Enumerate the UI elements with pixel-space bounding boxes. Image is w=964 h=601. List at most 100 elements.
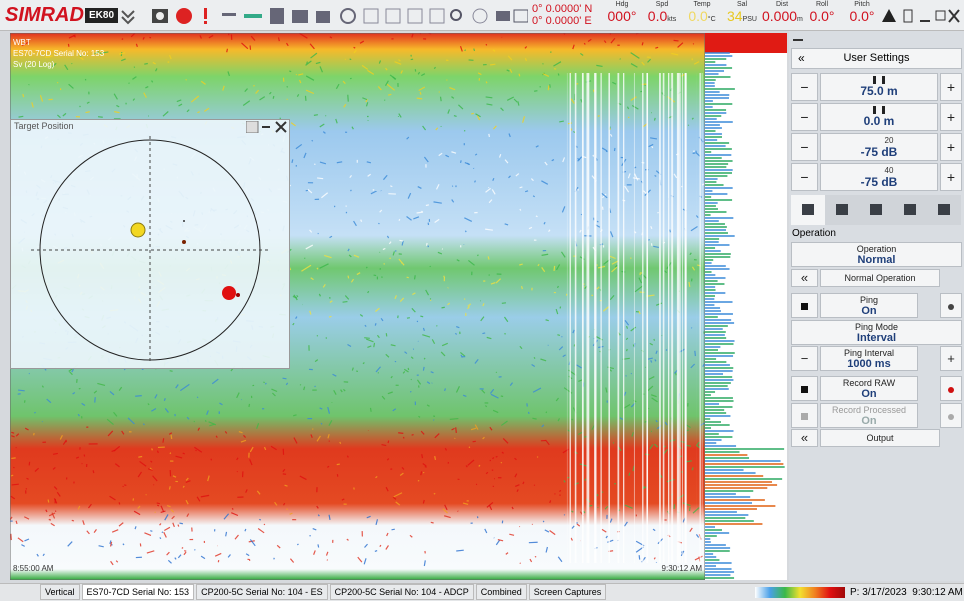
icon[interactable] — [204, 8, 207, 19]
mode-label: Sv (20 Log) — [13, 60, 55, 69]
right-button[interactable] — [940, 376, 962, 401]
setting-value[interactable]: 40 -75 dB — [820, 163, 938, 191]
tab[interactable]: Screen Captures — [528, 584, 607, 600]
echo-sample — [422, 463, 427, 467]
echo-sample — [249, 446, 254, 453]
echo-sample — [437, 251, 443, 255]
tab[interactable]: CP200-5C Serial No: 104 - ES — [196, 584, 328, 600]
echo-sample — [685, 444, 692, 447]
panel-handle — [793, 31, 803, 41]
left-button[interactable]: « — [791, 429, 818, 447]
echo-sample — [124, 484, 127, 487]
echo-sample — [385, 545, 389, 550]
echo-sample — [178, 103, 183, 107]
pin-button[interactable] — [246, 121, 259, 133]
decrease-button[interactable]: − — [791, 133, 818, 161]
decrease-button[interactable]: − — [791, 163, 818, 191]
panel-tab[interactable] — [893, 195, 927, 225]
panel-tab[interactable] — [859, 195, 893, 225]
echo-sample — [509, 68, 513, 73]
setting-button[interactable]: Output — [820, 429, 940, 447]
setting-button[interactable]: Operation Normal — [791, 242, 962, 267]
target — [130, 222, 146, 238]
close[interactable] — [948, 9, 960, 23]
decrease-button[interactable]: − — [791, 103, 818, 131]
echo-sample — [81, 402, 86, 406]
panel-tab[interactable] — [791, 195, 825, 225]
echo-sample — [174, 557, 177, 560]
left-button[interactable]: « — [791, 269, 818, 287]
echo-sample — [329, 36, 333, 39]
right-button[interactable]: + — [940, 346, 962, 371]
echo-sample — [77, 413, 80, 417]
setting-button[interactable]: Record RAW On — [820, 376, 918, 401]
right-button[interactable] — [940, 403, 962, 428]
echo-sample — [34, 411, 36, 414]
tab[interactable]: CP200-5C Serial No: 104 - ADCP — [329, 584, 474, 600]
decrease-button[interactable]: − — [791, 73, 818, 101]
increase-button[interactable]: + — [940, 103, 962, 131]
setting-button[interactable]: Normal Operation — [820, 269, 940, 287]
increase-button[interactable]: + — [940, 73, 962, 101]
icon-group[interactable] — [222, 8, 528, 24]
setting-value[interactable]: 0.0 m — [820, 103, 938, 131]
echo-sample — [115, 560, 119, 563]
icon[interactable] — [176, 8, 192, 24]
echo-sample — [630, 63, 638, 68]
help-icon[interactable] — [903, 9, 913, 23]
echo-sample — [387, 93, 392, 96]
echo-sample — [67, 541, 73, 547]
echo-sample — [422, 366, 425, 371]
right-button[interactable] — [940, 293, 962, 318]
echo-sample — [64, 64, 69, 71]
icon[interactable] — [121, 10, 135, 25]
tab[interactable]: Combined — [475, 584, 527, 600]
echo-sample — [107, 430, 114, 437]
left-button[interactable] — [791, 293, 818, 318]
warning-icon[interactable] — [882, 9, 896, 22]
left-button[interactable] — [791, 376, 818, 401]
echo-sample — [609, 133, 613, 137]
echo-sample — [555, 308, 559, 315]
tab[interactable]: ES70-7CD Serial No: 153 — [81, 584, 195, 600]
echo-sample — [543, 221, 546, 225]
echo-sample — [571, 525, 575, 529]
echo-sample — [444, 504, 448, 511]
left-button[interactable]: − — [791, 346, 818, 371]
target-plot — [31, 136, 269, 364]
echo-sample — [570, 537, 573, 541]
setting-value[interactable]: 20 -75 dB — [820, 133, 938, 161]
left-button[interactable] — [791, 403, 818, 428]
setting-button[interactable]: Record Processed On — [820, 403, 918, 428]
setting-value[interactable]: 75.0 m — [820, 73, 938, 101]
increase-button[interactable]: + — [940, 163, 962, 191]
panel-tab[interactable] — [927, 195, 961, 225]
setting-button[interactable]: Ping On — [820, 293, 918, 318]
echo-sample — [625, 375, 627, 377]
setting-button[interactable]: Ping Interval 1000 ms — [820, 346, 918, 371]
echo-sample — [132, 76, 137, 80]
echo-sample — [416, 211, 423, 214]
close-button[interactable] — [275, 121, 287, 133]
setting-button[interactable]: Ping Mode Interval — [791, 320, 962, 345]
stop-icon — [801, 385, 808, 393]
increase-button[interactable]: + — [940, 133, 962, 161]
echo-sample — [185, 499, 189, 505]
echo-sample — [422, 125, 427, 131]
echo-sample — [373, 342, 376, 348]
echo-sample — [537, 263, 540, 267]
echo-sample — [609, 33, 612, 35]
echo-sample — [444, 447, 448, 451]
echo-sample — [41, 385, 44, 388]
restore[interactable] — [935, 10, 946, 21]
echo-sample — [484, 528, 488, 534]
echo-sample — [694, 350, 696, 357]
echo-sample — [332, 373, 337, 377]
tab[interactable]: Vertical — [40, 584, 80, 600]
tab-icon — [938, 204, 950, 215]
echo-sample — [336, 161, 343, 164]
target — [182, 240, 186, 244]
collapse-button[interactable]: « — [798, 51, 805, 65]
echo-sample — [413, 216, 420, 220]
panel-tab[interactable] — [825, 195, 859, 225]
